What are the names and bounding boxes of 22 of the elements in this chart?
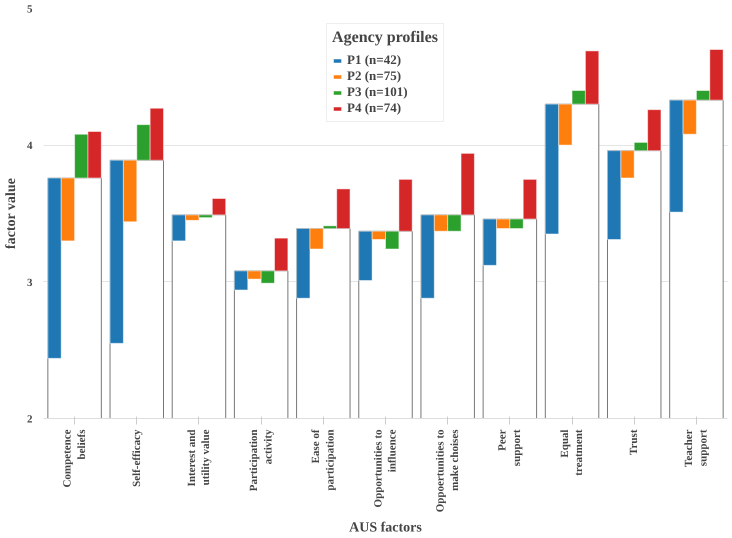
x-tick-label: Competence beliefs [61, 428, 88, 488]
legend-label: P2 (n=75) [347, 68, 402, 84]
x-axis-title: AUS factors [349, 520, 422, 536]
x-tick-label: Opportunities to influence [372, 429, 399, 508]
y-tick-label: 5 [27, 4, 33, 16]
y-tick-label: 2 [27, 414, 33, 426]
legend-title: Agency profiles [332, 29, 438, 47]
legend-label: P4 (n=74) [347, 100, 402, 116]
x-tick-label: Equal treatment [558, 429, 586, 476]
x-tick-label: Ease of participation [310, 429, 337, 491]
y-tick-label: 4 [27, 140, 33, 152]
legend-label: P3 (n=101) [347, 84, 408, 100]
x-tick-label: Trust [628, 429, 640, 455]
x-tick-label: Participation activity [248, 429, 274, 492]
y-axis-title: factor value [4, 178, 19, 250]
x-tick-label: Peer support [496, 429, 524, 466]
x-tick-label: Interest and utility value [186, 429, 212, 486]
legend-label: P1 (n=42) [347, 52, 402, 68]
x-tick-label: Oppoertunities to make choises [434, 428, 461, 512]
x-tick-label: Teacher support [683, 429, 710, 467]
x-tick-label: Self-efficacy [130, 429, 143, 487]
y-tick-label: 3 [27, 276, 33, 289]
